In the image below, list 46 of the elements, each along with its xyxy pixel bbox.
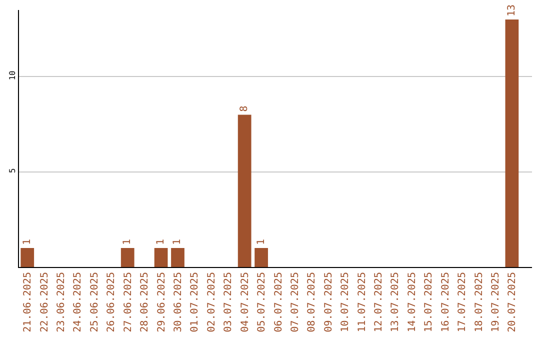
x-tick-label: 06.07.2025 <box>273 272 284 332</box>
x-tick-label: 26.06.2025 <box>106 272 118 332</box>
x-tick-label: 16.07.2025 <box>440 272 452 332</box>
x-tick-label: 12.07.2025 <box>374 272 385 332</box>
data-label: 1 <box>156 238 167 245</box>
x-tick-label: 18.07.2025 <box>474 272 485 332</box>
data-label: 1 <box>122 238 134 245</box>
data-label: 8 <box>239 106 250 112</box>
x-tick-label: 14.07.2025 <box>406 272 418 332</box>
x-tick-label: 08.07.2025 <box>306 272 318 332</box>
bar <box>154 248 168 267</box>
x-tick-label: 28.06.2025 <box>140 272 151 332</box>
x-tick-label: 01.07.2025 <box>190 272 201 332</box>
data-label: 1 <box>22 238 33 245</box>
bar <box>20 248 34 267</box>
data-label: 1 <box>256 238 267 245</box>
y-tick-label: 5 <box>8 168 17 174</box>
x-tick-label: 19.07.2025 <box>490 272 502 332</box>
x-tick-label: 30.06.2025 <box>173 272 184 332</box>
x-tick-label: 25.06.2025 <box>89 272 100 332</box>
data-label: 13 <box>506 4 518 17</box>
x-tick-label: 13.07.2025 <box>390 272 402 332</box>
bar <box>254 248 268 267</box>
x-tick-label: 20.07.2025 <box>507 272 518 332</box>
x-tick-label: 03.07.2025 <box>223 272 234 332</box>
x-tick-label: 07.07.2025 <box>290 272 301 332</box>
x-tick-label: 17.07.2025 <box>457 272 468 332</box>
x-tick-label: 11.07.2025 <box>356 272 368 332</box>
x-tick-label: 23.06.2025 <box>56 272 68 332</box>
x-tick-label: 10.07.2025 <box>340 272 352 332</box>
y-tick-label: 10 <box>8 70 17 80</box>
x-tick-label: 21.06.2025 <box>22 272 34 332</box>
x-tick-label: 27.06.2025 <box>122 272 134 332</box>
x-tick-label: 04.07.2025 <box>240 272 251 332</box>
x-tick-label: 15.07.2025 <box>424 272 435 332</box>
bar <box>505 20 519 267</box>
x-tick-label: 02.07.2025 <box>206 272 218 332</box>
x-tick-label: 05.07.2025 <box>256 272 268 332</box>
x-tick-label: 29.06.2025 <box>156 272 168 332</box>
bar <box>171 248 184 267</box>
x-tick-label: 22.06.2025 <box>39 272 50 332</box>
bar <box>120 248 134 267</box>
data-label: 1 <box>172 238 184 245</box>
bar <box>238 114 252 267</box>
x-tick-label: 24.06.2025 <box>72 272 84 332</box>
x-tick-label: 09.07.2025 <box>323 272 334 332</box>
